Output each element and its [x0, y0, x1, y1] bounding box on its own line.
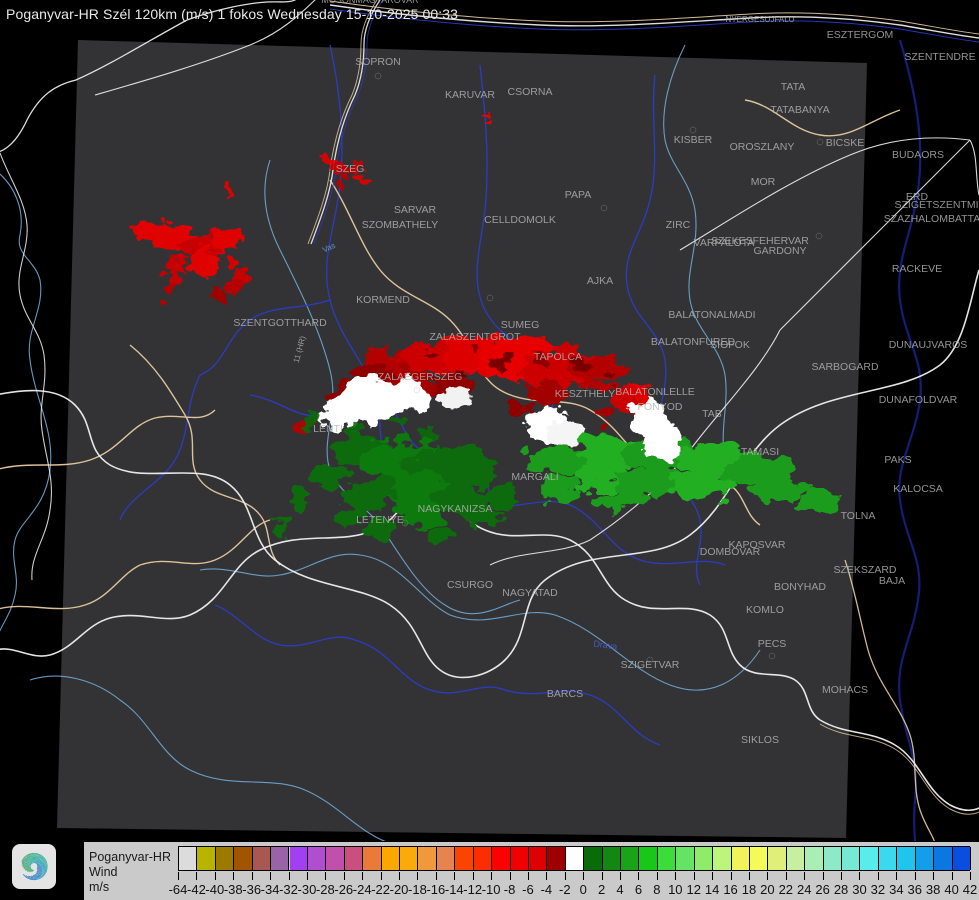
svg-text:LENTI: LENTI: [313, 423, 343, 435]
svg-text:KORMEND: KORMEND: [356, 294, 410, 306]
svg-text:SZENTENDRE: SZENTENDRE: [904, 51, 975, 63]
svg-text:ZALASZENTGROT: ZALASZENTGROT: [429, 331, 521, 343]
svg-text:CELLDOMOLK: CELLDOMOLK: [484, 214, 556, 226]
svg-text:ESZTERGOM: ESZTERGOM: [827, 29, 894, 41]
svg-text:MARGALI: MARGALI: [511, 471, 558, 483]
svg-text:SZENTGOTTHARD: SZENTGOTTHARD: [233, 317, 327, 329]
svg-text:TAMASI: TAMASI: [741, 446, 779, 458]
svg-text:Dravа: Dravа: [593, 638, 618, 651]
svg-text:BICSKE: BICSKE: [826, 137, 865, 149]
svg-text:BALATONALMADI: BALATONALMADI: [668, 309, 755, 321]
svg-text:SZIGETVAR: SZIGETVAR: [621, 659, 680, 671]
svg-text:SARBOGARD: SARBOGARD: [811, 361, 879, 373]
svg-text:OROSZLANY: OROSZLANY: [730, 141, 795, 153]
svg-text:MOSONMAGYAROVAR: MOSONMAGYAROVAR: [321, 0, 419, 5]
svg-text:11 (HR): 11 (HR): [292, 335, 308, 364]
svg-text:CSORNA: CSORNA: [508, 86, 553, 98]
svg-text:MOR: MOR: [751, 176, 776, 188]
svg-text:TAPOLCA: TAPOLCA: [534, 351, 582, 363]
svg-text:SZEG: SZEG: [336, 163, 365, 175]
svg-text:PAKS: PAKS: [884, 454, 911, 466]
svg-text:CSURGO: CSURGO: [447, 579, 493, 591]
svg-text:SARVAR: SARVAR: [394, 204, 437, 216]
svg-text:DUNAUJVAROS: DUNAUJVAROS: [889, 339, 968, 351]
svg-text:FONYOD: FONYOD: [638, 401, 683, 413]
svg-text:BARCS: BARCS: [547, 688, 583, 700]
svg-text:GARDONY: GARDONY: [753, 245, 806, 257]
svg-text:BAJA: BAJA: [879, 575, 905, 587]
svg-text:SZOMBATHELY: SZOMBATHELY: [362, 219, 439, 231]
svg-text:TATA: TATA: [781, 81, 806, 93]
svg-text:AJKA: AJKA: [587, 275, 613, 287]
svg-text:NYERGESUJFALU: NYERGESUJFALU: [726, 15, 795, 24]
svg-text:SZAZHALOMBATTA: SZAZHALOMBATTA: [884, 213, 979, 225]
svg-text:BONYHAD: BONYHAD: [774, 581, 826, 593]
svg-text:KALOCSA: KALOCSA: [893, 483, 943, 495]
svg-text:SZIGETSZENTMIK: SZIGETSZENTMIK: [894, 199, 979, 211]
svg-text:TATABANYA: TATABANYA: [770, 104, 829, 116]
svg-text:RACKEVE: RACKEVE: [892, 263, 942, 275]
svg-text:Vas: Vas: [321, 241, 337, 255]
svg-text:SUMEG: SUMEG: [501, 319, 540, 331]
svg-text:SOPRON: SOPRON: [355, 56, 401, 68]
svg-text:NAGYKANIZSA: NAGYKANIZSA: [418, 503, 493, 515]
svg-text:KESZTHELY: KESZTHELY: [555, 388, 616, 400]
svg-text:KOMLO: KOMLO: [746, 604, 784, 616]
svg-text:ZALAEGERSZEG: ZALAEGERSZEG: [378, 371, 463, 383]
svg-text:NAGYATAD: NAGYATAD: [502, 587, 558, 599]
svg-text:BUDAORS: BUDAORS: [892, 149, 944, 161]
svg-text:DUNAFOLDVAR: DUNAFOLDVAR: [879, 394, 958, 406]
svg-text:KISBER: KISBER: [674, 134, 713, 146]
svg-text:KARUVAR: KARUVAR: [445, 89, 495, 101]
svg-text:MOHACS: MOHACS: [822, 684, 868, 696]
svg-text:TAB: TAB: [702, 408, 722, 420]
svg-text:PAPA: PAPA: [565, 189, 591, 201]
svg-text:LETENYE: LETENYE: [356, 514, 404, 526]
svg-text:PECS: PECS: [758, 638, 787, 650]
svg-text:BALATONLELLE: BALATONLELLE: [615, 386, 695, 398]
svg-text:SIKLOS: SIKLOS: [741, 734, 779, 746]
svg-text:ZIRC: ZIRC: [666, 219, 691, 231]
svg-text:TOLNA: TOLNA: [841, 510, 876, 522]
svg-text:SIOFOK: SIOFOK: [710, 339, 750, 351]
svg-text:DOMBOVAR: DOMBOVAR: [700, 546, 761, 558]
